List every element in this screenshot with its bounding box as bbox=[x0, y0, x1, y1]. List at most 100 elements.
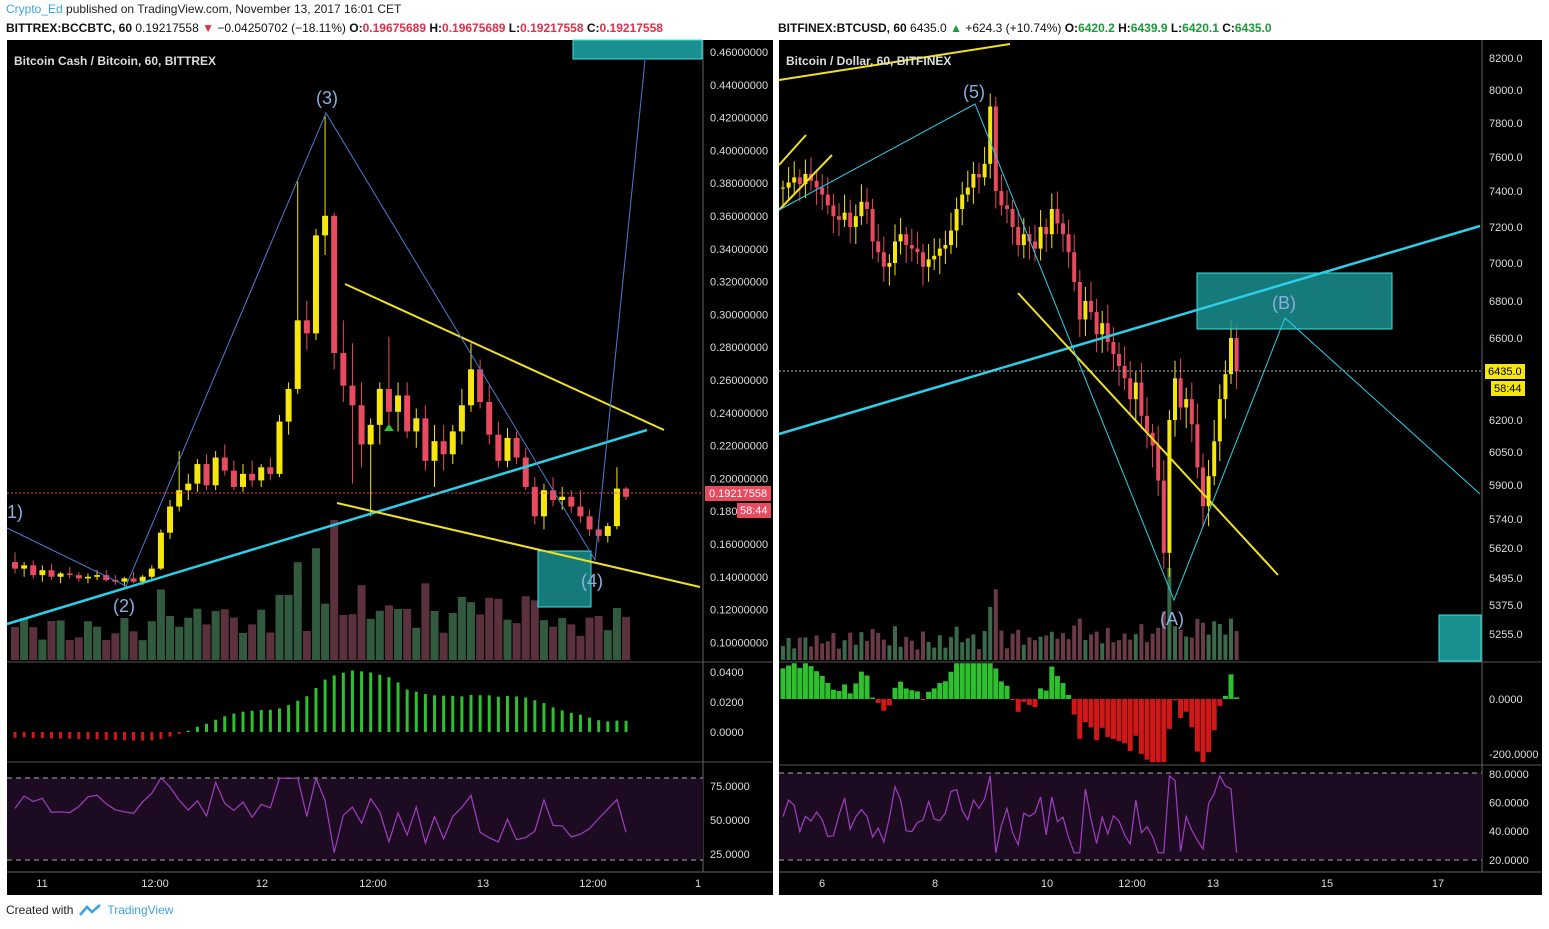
right-timer-tag bbox=[1491, 381, 1525, 396]
right-volume-bar bbox=[1122, 633, 1127, 660]
left-macd-tick: 0.0000 bbox=[710, 727, 744, 739]
right-volume-bar bbox=[1044, 635, 1049, 660]
left-volume-bar bbox=[549, 626, 558, 660]
right-volume-bar bbox=[1038, 636, 1043, 660]
right-channel-top[interactable] bbox=[778, 134, 807, 166]
right-macd-bar bbox=[819, 675, 825, 699]
right-volume-bar bbox=[1128, 639, 1133, 660]
right-macd-bar bbox=[836, 691, 842, 699]
right-support-line[interactable] bbox=[778, 224, 1481, 436]
right-candle-body bbox=[1061, 223, 1065, 235]
right-time-tick: 6 bbox=[819, 878, 825, 890]
right-volume-bar bbox=[1049, 631, 1054, 660]
right-macd-bar bbox=[842, 684, 848, 699]
right-candle-body bbox=[1195, 424, 1200, 468]
right-macd-tick: -200.0000 bbox=[1489, 749, 1539, 761]
left-candle-body bbox=[349, 385, 356, 406]
right-candle-body bbox=[1189, 399, 1194, 425]
right-volume-bar bbox=[1234, 631, 1239, 660]
left-price-tick: 0.36000000 bbox=[710, 211, 768, 223]
left-candle-body bbox=[595, 529, 602, 536]
right-volume-bar bbox=[1145, 642, 1149, 660]
left-candle-body bbox=[322, 215, 329, 236]
left-price-axis: 0.46000000 0.44000000 0.42000000 0.40000000… bbox=[710, 47, 768, 861]
right-rsi-tick: 80.0000 bbox=[1489, 769, 1529, 781]
right-volume-bar bbox=[786, 637, 791, 660]
right-rsi-tick: 40.0000 bbox=[1489, 826, 1529, 838]
left-high: 0.19675689 bbox=[442, 21, 506, 35]
left-volume-bar bbox=[11, 627, 19, 660]
left-macd-bar bbox=[86, 732, 90, 740]
left-target-box[interactable] bbox=[572, 39, 703, 60]
right-price-tick: 7400.0 bbox=[1489, 186, 1523, 198]
left-macd-bar bbox=[250, 710, 254, 732]
right-timer-text: 58:44 bbox=[1494, 383, 1522, 395]
left-volume-bar bbox=[293, 562, 302, 660]
left-candle-body bbox=[495, 434, 502, 461]
right-volume-bar bbox=[904, 636, 909, 660]
left-volume-bar bbox=[357, 585, 366, 660]
right-candle-body bbox=[954, 209, 959, 231]
left-macd-bar bbox=[551, 707, 555, 732]
left-macd-bar bbox=[77, 732, 81, 740]
right-target-box[interactable] bbox=[1438, 614, 1482, 662]
right-candle-body bbox=[876, 241, 881, 253]
left-lower-trendline[interactable] bbox=[336, 502, 701, 588]
left-macd-bar bbox=[159, 732, 163, 739]
left-macd-bar bbox=[277, 708, 281, 732]
left-wave-path bbox=[6, 59, 646, 587]
left-price-tick: 0.12000000 bbox=[710, 605, 768, 617]
right-top-trendline[interactable] bbox=[778, 43, 1011, 81]
left-candle-body bbox=[285, 388, 292, 422]
right-macd-bar bbox=[1060, 683, 1066, 699]
left-volume-bar bbox=[166, 616, 175, 660]
right-macd-bar bbox=[1178, 699, 1184, 719]
right-volume bbox=[781, 568, 1239, 660]
left-macd-bar bbox=[451, 695, 455, 732]
footer: Created with TradingView bbox=[6, 903, 173, 917]
right-volume-bar bbox=[1201, 622, 1205, 660]
right-macd-bar bbox=[1234, 697, 1240, 699]
tradingview-link[interactable]: TradingView bbox=[107, 903, 174, 917]
left-macd-bar bbox=[433, 695, 437, 732]
right-channel-bottom[interactable] bbox=[778, 154, 833, 211]
publish-info: published on TradingView.com, November 1… bbox=[66, 2, 402, 16]
left-volume-bar bbox=[211, 611, 220, 660]
right-macd-bar bbox=[1043, 690, 1049, 699]
right-candle-body bbox=[820, 187, 825, 195]
left-support-line[interactable] bbox=[6, 428, 648, 626]
left-candle-body bbox=[167, 506, 174, 533]
right-macd-bar bbox=[1166, 699, 1172, 729]
left-low: 0.19217558 bbox=[520, 21, 584, 35]
left-price-tick: 0.20000000 bbox=[710, 473, 768, 485]
right-candle-body bbox=[887, 263, 892, 267]
left-macd-bar bbox=[150, 732, 154, 741]
right-macd-bar bbox=[982, 663, 988, 699]
right-volume-bar bbox=[848, 632, 853, 660]
left-wave2-label: (2) bbox=[113, 596, 135, 616]
left-time-tick: 12 bbox=[256, 878, 268, 890]
left-macd-bar bbox=[369, 672, 373, 732]
left-open-label: O: bbox=[349, 21, 363, 35]
left-macd-bar bbox=[223, 716, 227, 732]
right-high: 6439.9 bbox=[1130, 21, 1168, 35]
left-macd-bar bbox=[122, 732, 126, 741]
right-price-tick: 6050.0 bbox=[1489, 447, 1523, 459]
right-macd-bar bbox=[858, 671, 864, 699]
right-volume-bar bbox=[1033, 640, 1037, 660]
right-macd-bar bbox=[1054, 676, 1060, 699]
right-macd-bar bbox=[1049, 666, 1055, 699]
right-candle-body bbox=[825, 194, 830, 206]
right-candle-body bbox=[921, 252, 925, 267]
right-macd-bar bbox=[1077, 699, 1083, 739]
left-candle-body bbox=[331, 215, 338, 353]
right-volume-bar bbox=[982, 631, 987, 660]
author-link[interactable]: Crypto_Ed bbox=[6, 2, 63, 16]
left-candle-body bbox=[221, 457, 228, 471]
left-volume-bar bbox=[266, 632, 275, 660]
right-low-label: L: bbox=[1170, 21, 1183, 35]
right-descending-trendline[interactable] bbox=[1017, 292, 1279, 576]
right-candle-body bbox=[1100, 323, 1105, 335]
left-candle-body bbox=[513, 437, 520, 458]
